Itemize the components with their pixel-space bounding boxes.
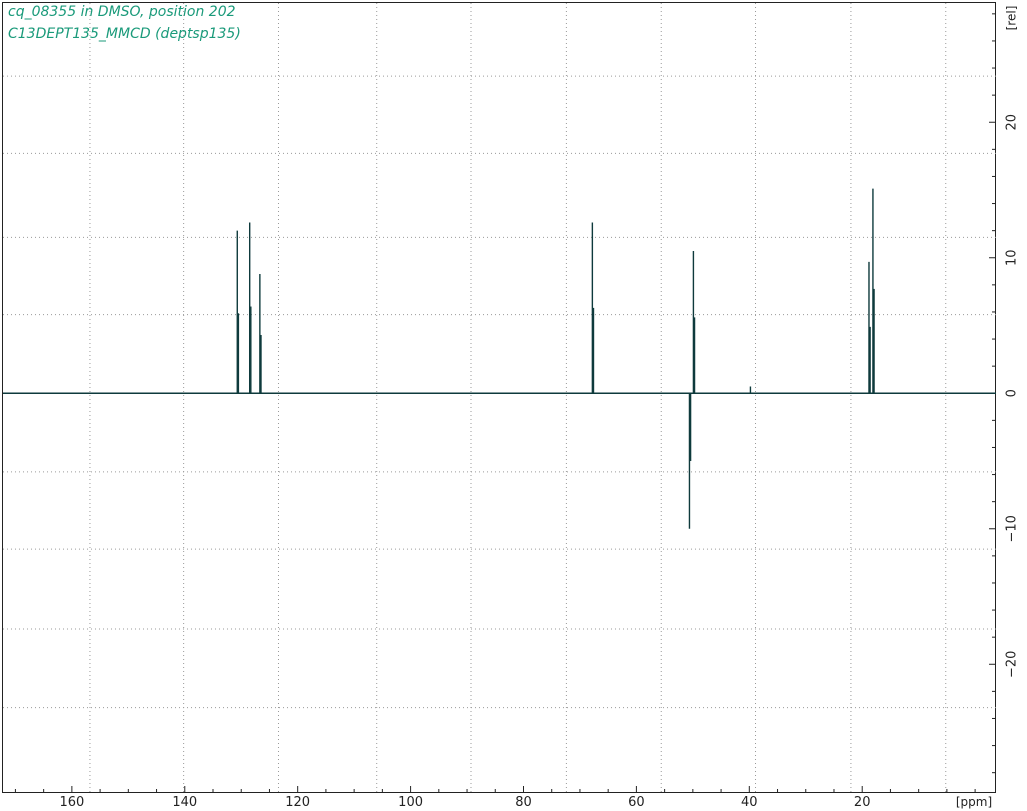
- x-axis-unit-label: [ppm]: [956, 795, 992, 809]
- spectrum-title: cq_08355 in DMSO, position 202: [8, 4, 236, 20]
- plot-frame: [2, 2, 996, 793]
- x-axis: 160 140 120 100 80 60 40 20: [14, 786, 976, 810]
- x-tick-label: 80: [515, 795, 532, 810]
- y-axis-unit-label: [rel]: [1005, 6, 1019, 31]
- x-tick-label: 60: [628, 795, 645, 810]
- x-tick-label: 160: [59, 795, 84, 810]
- grid-lines: [3, 3, 996, 793]
- y-axis: 20 10 0 −10 −20: [989, 13, 1020, 774]
- x-tick-label: 40: [741, 795, 758, 810]
- y-tick-label: 0: [1005, 389, 1020, 397]
- x-tick-label: 120: [285, 795, 310, 810]
- y-tick-label: −10: [1005, 515, 1020, 542]
- y-tick-label: 10: [1005, 249, 1020, 266]
- spectrum-peaks: [236, 188, 875, 529]
- x-tick-label: 20: [854, 795, 871, 810]
- x-tick-label: 100: [398, 795, 423, 810]
- experiment-title: C13DEPT135_MMCD (deptsp135): [8, 26, 241, 42]
- x-tick-label: 140: [172, 795, 197, 810]
- y-tick-label: −20: [1005, 651, 1020, 678]
- y-tick-label: 20: [1005, 114, 1020, 131]
